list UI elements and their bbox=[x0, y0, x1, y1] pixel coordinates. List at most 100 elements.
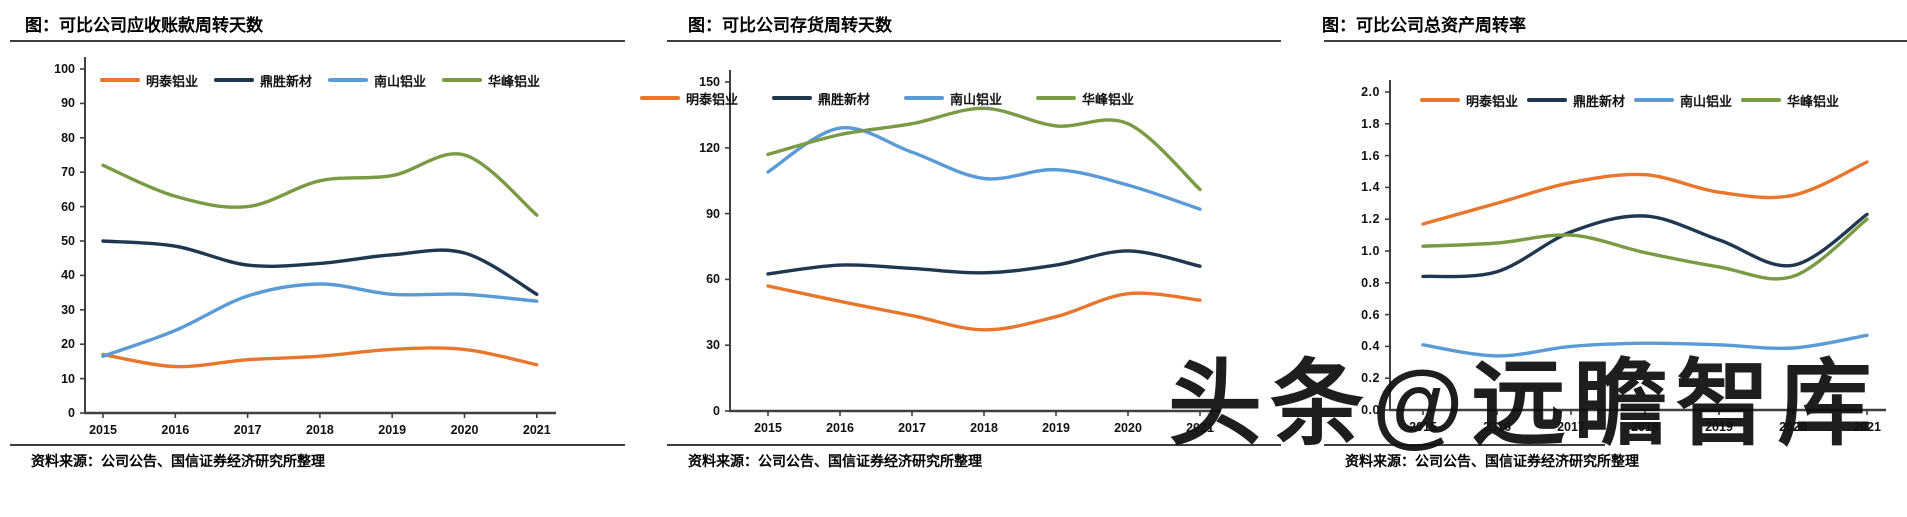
legend-label: 华峰铝业 bbox=[1082, 91, 1135, 107]
series-line-鼎胜新材 bbox=[1421, 212, 1869, 279]
legend-item: 华峰铝业 bbox=[1741, 91, 1839, 110]
x-tick-label: 2019 bbox=[1042, 421, 1070, 435]
y-tick-label: 30 bbox=[61, 302, 75, 317]
y-tick-label: 0.0 bbox=[1361, 403, 1380, 417]
series-line-明泰铝业 bbox=[101, 346, 539, 369]
legend-item: 明泰铝业 bbox=[1420, 91, 1518, 110]
chart1-title: 图：可比公司应收账款周转天数 bbox=[25, 16, 263, 35]
legend-item: 鼎胜新材 bbox=[214, 71, 312, 90]
y-tick-label: 90 bbox=[706, 206, 720, 221]
legend-label: 明泰铝业 bbox=[1466, 93, 1519, 109]
y-tick-label: 1.6 bbox=[1361, 148, 1380, 163]
series-line-明泰铝业 bbox=[766, 284, 1202, 332]
y-tick-label: 1.8 bbox=[1361, 116, 1380, 131]
x-tick-label: 2019 bbox=[378, 423, 407, 437]
legend-item: 华峰铝业 bbox=[442, 71, 540, 90]
legend-item: 明泰铝业 bbox=[100, 71, 198, 90]
chart3-title-rule bbox=[1324, 40, 1907, 42]
series-line-华峰铝业 bbox=[766, 106, 1202, 192]
y-tick-label: 50 bbox=[61, 234, 75, 248]
y-tick-label: 100 bbox=[54, 62, 75, 76]
legend: 明泰铝业 鼎胜新材 南山铝业 华峰铝业 bbox=[1420, 91, 1839, 110]
x-tick-label: 2021 bbox=[1853, 420, 1881, 434]
chart1-source-rule bbox=[10, 444, 625, 446]
legend-line-swatch bbox=[772, 96, 813, 100]
y-tick-label: 0.2 bbox=[1361, 371, 1380, 386]
legend-label: 鼎胜新材 bbox=[260, 73, 313, 89]
legend-line-swatch bbox=[100, 78, 140, 82]
legend: 明泰铝业 鼎胜新材 南山铝业 华峰铝业 bbox=[640, 89, 1134, 108]
legend-line-swatch bbox=[442, 78, 483, 82]
legend-label: 明泰铝业 bbox=[146, 73, 199, 89]
x-tick-label: 2016 bbox=[826, 421, 854, 435]
y-tick-label: 0 bbox=[68, 406, 75, 420]
legend-label: 华峰铝业 bbox=[1787, 93, 1840, 109]
legend-line-swatch bbox=[1420, 98, 1460, 102]
x-tick-label: 2016 bbox=[161, 423, 190, 437]
series-line-鼎胜新材 bbox=[101, 239, 539, 296]
y-tick-label: 1.4 bbox=[1361, 180, 1380, 195]
series-line-鼎胜新材 bbox=[766, 249, 1202, 276]
y-tick-label: 120 bbox=[699, 140, 720, 155]
y-tick-label: 1.2 bbox=[1361, 212, 1380, 227]
legend-label: 鼎胜新材 bbox=[1573, 93, 1626, 109]
legend-line-swatch bbox=[1634, 98, 1675, 102]
chart2-title-rule bbox=[667, 40, 1281, 42]
legend-label: 南山铝业 bbox=[950, 91, 1003, 107]
series-line-南山铝业 bbox=[1421, 333, 1869, 358]
chart1-source-note: 资料来源：公司公告、国信证券经济研究所整理 bbox=[31, 453, 325, 469]
x-tick-label: 2019 bbox=[1705, 420, 1733, 434]
legend-line-swatch bbox=[214, 78, 255, 82]
legend-line-swatch bbox=[328, 78, 369, 82]
legend-item: 鼎胜新材 bbox=[772, 89, 870, 108]
x-tick-label: 2015 bbox=[1409, 420, 1437, 434]
legend-label: 明泰铝业 bbox=[686, 91, 739, 107]
y-tick-label: 0.8 bbox=[1361, 275, 1380, 290]
y-tick-label: 80 bbox=[61, 130, 75, 145]
x-tick-label: 2018 bbox=[305, 423, 334, 437]
series-line-华峰铝业 bbox=[101, 152, 539, 217]
x-tick-label: 2021 bbox=[1186, 421, 1214, 435]
y-tick-label: 90 bbox=[61, 96, 75, 111]
series-line-华峰铝业 bbox=[1421, 217, 1869, 281]
legend-item: 明泰铝业 bbox=[640, 89, 738, 108]
watermark: 头条@远瞻智库 bbox=[1168, 351, 1880, 456]
chart2-source-rule bbox=[667, 444, 1281, 446]
y-tick-label: 0 bbox=[713, 404, 720, 418]
y-tick-label: 60 bbox=[706, 272, 720, 287]
y-tick-label: 0.6 bbox=[1361, 307, 1380, 322]
y-tick-label: 2.0 bbox=[1361, 85, 1380, 99]
legend-line-swatch bbox=[640, 96, 680, 100]
legend-line-swatch bbox=[1036, 96, 1077, 100]
chart2-source-note: 资料来源：公司公告、国信证券经济研究所整理 bbox=[688, 453, 982, 469]
legend-item: 鼎胜新材 bbox=[1527, 91, 1625, 110]
chart3-title: 图：可比公司总资产周转率 bbox=[1322, 16, 1526, 35]
legend-label: 南山铝业 bbox=[374, 73, 427, 89]
y-tick-label: 0.4 bbox=[1361, 339, 1380, 354]
series-line-明泰铝业 bbox=[1421, 160, 1869, 226]
y-tick-label: 30 bbox=[706, 338, 720, 353]
series-line-南山铝业 bbox=[101, 282, 539, 358]
y-tick-label: 20 bbox=[61, 337, 75, 352]
x-tick-label: 2020 bbox=[1779, 420, 1807, 434]
series-line-南山铝业 bbox=[766, 126, 1202, 211]
chart3-source-note: 资料来源：公司公告、国信证券经济研究所整理 bbox=[1345, 453, 1639, 469]
chart3-source-rule bbox=[1324, 444, 1605, 446]
x-tick-label: 2020 bbox=[1114, 421, 1142, 435]
y-tick-label: 70 bbox=[61, 165, 75, 180]
y-tick-label: 150 bbox=[699, 75, 720, 89]
y-tick-label: 60 bbox=[61, 199, 75, 214]
legend-item: 华峰铝业 bbox=[1036, 89, 1134, 108]
x-tick-label: 2017 bbox=[1557, 420, 1585, 434]
legend-line-swatch bbox=[1741, 98, 1782, 102]
legend-label: 鼎胜新材 bbox=[818, 91, 871, 107]
legend-line-swatch bbox=[904, 96, 945, 100]
chart1-title-rule bbox=[10, 40, 625, 42]
x-tick-label: 2015 bbox=[754, 421, 782, 435]
x-tick-label: 2017 bbox=[233, 423, 262, 437]
y-tick-label: 1.0 bbox=[1361, 244, 1380, 258]
x-tick-label: 2018 bbox=[1631, 420, 1659, 434]
x-tick-label: 2020 bbox=[450, 423, 479, 437]
